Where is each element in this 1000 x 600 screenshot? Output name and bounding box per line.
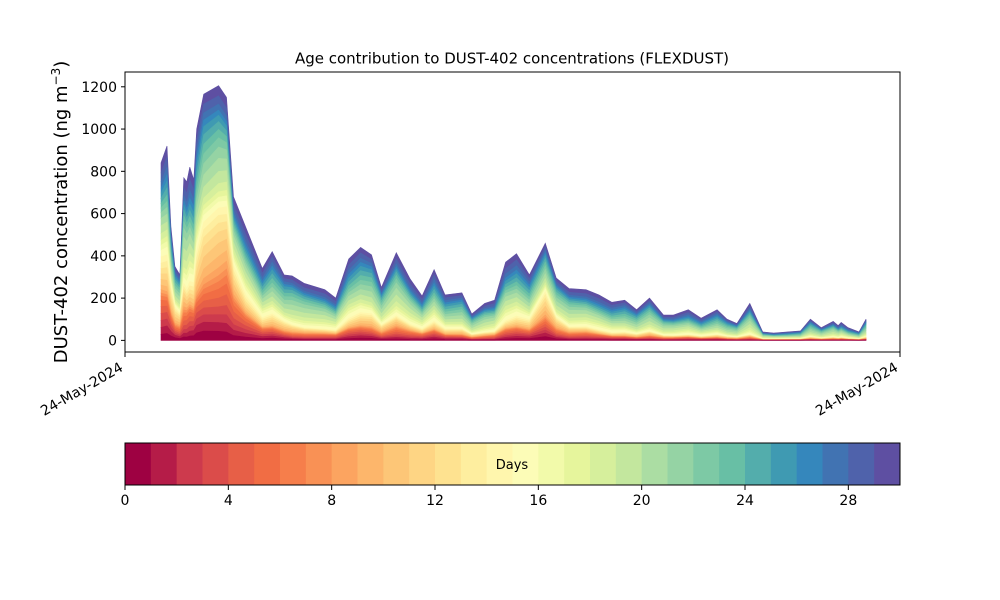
colorbar-tick-label: 28 [839, 493, 857, 509]
y-tick-label: 600 [90, 207, 117, 223]
colorbar-segment [125, 443, 152, 485]
colorbar-segment [409, 443, 436, 485]
colorbar-segment [357, 443, 384, 485]
y-tick-label: 200 [90, 291, 117, 307]
colorbar-segment [590, 443, 617, 485]
y-tick-label: 400 [90, 249, 117, 265]
colorbar-tick-label: 20 [633, 493, 651, 509]
colorbar-segment [331, 443, 358, 485]
x-tick-label: 24-May-2024 [38, 360, 126, 420]
colorbar [125, 443, 901, 485]
colorbar-segment [254, 443, 281, 485]
colorbar-segment [512, 443, 539, 485]
colorbar-segment [202, 443, 229, 485]
colorbar-segment [305, 443, 333, 485]
y-axis-label: DUST-402 concentration (ng m−3) [49, 61, 72, 364]
colorbar-segment [486, 443, 513, 485]
colorbar-segment [796, 443, 823, 485]
y-axis-label-main: DUST-402 concentration (ng m [51, 85, 72, 363]
plot-frame [124, 71, 901, 353]
colorbar-segment [435, 443, 462, 485]
colorbar-label: Days [496, 458, 529, 473]
colorbar-segment [745, 443, 772, 485]
colorbar-segment [848, 443, 875, 485]
stacked-area-layers [160, 85, 867, 341]
colorbar-segment [770, 443, 798, 485]
x-tick-label: 24-May-2024 [813, 360, 901, 420]
colorbar-tick-label: 24 [736, 493, 754, 509]
colorbar-tick-label: 16 [529, 493, 547, 509]
y-axis-label-close: ) [51, 61, 72, 68]
y-tick-label: 1200 [81, 80, 117, 96]
colorbar-segment [383, 443, 410, 485]
colorbar-segment [693, 443, 720, 485]
colorbar-tick-label: 8 [327, 493, 336, 509]
colorbar-frame [124, 442, 901, 486]
colorbar-segment [150, 443, 178, 485]
x-axis-ticks: 24-May-2024 24-May-2024 [38, 352, 901, 420]
colorbar-segment [538, 443, 565, 485]
colorbar-segment [641, 443, 668, 485]
colorbar-segment [822, 443, 849, 485]
colorbar-tick-label: 0 [121, 493, 130, 509]
age-layer-0-days [160, 330, 867, 341]
colorbar-segment [564, 443, 591, 485]
colorbar-tick-label: 12 [426, 493, 444, 509]
colorbar-segment [176, 443, 203, 485]
colorbar-segment [667, 443, 694, 485]
colorbar-segment [719, 443, 746, 485]
chart-title: Age contribution to DUST-402 concentrati… [295, 50, 729, 68]
y-tick-label: 800 [90, 164, 117, 180]
colorbar-segment [280, 443, 307, 485]
colorbar-segment [460, 443, 488, 485]
y-tick-label: 1000 [81, 122, 117, 138]
y-axis-label-exponent: −3 [49, 68, 63, 86]
y-axis-ticks: 0 200 400 600 800 1000 1200 [81, 80, 125, 349]
colorbar-segment [615, 443, 643, 485]
y-tick-label: 0 [108, 333, 117, 349]
colorbar-segment [874, 443, 901, 485]
colorbar-ticks: 0 4 8 12 16 20 24 28 [121, 485, 857, 509]
colorbar-tick-label: 4 [224, 493, 233, 509]
colorbar-segment [228, 443, 255, 485]
